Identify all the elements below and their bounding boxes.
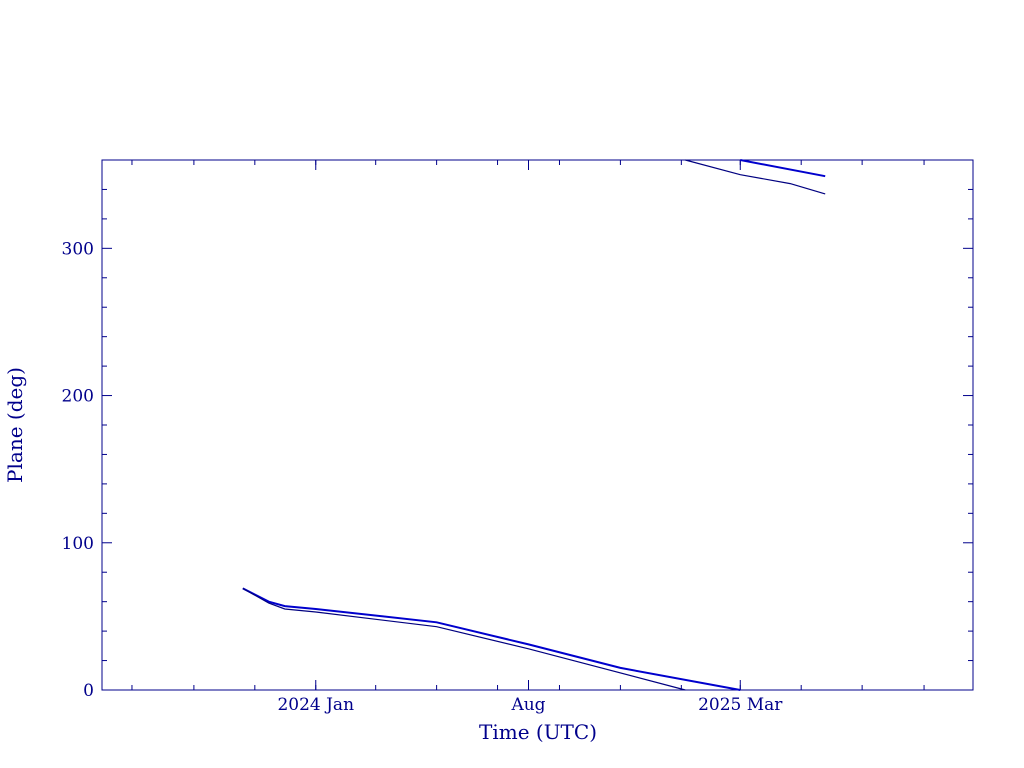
plot-frame [101,159,974,691]
x-tick-label: Aug [510,695,545,715]
series-2-line [685,159,826,195]
series-2-line [242,587,686,691]
series-layer [242,159,826,691]
y-axis-label: Plane (deg) [3,367,27,483]
series-1-line [740,159,826,178]
y-tick-label: 0 [83,681,94,701]
series-1-line [242,587,741,691]
x-tick-label: 2024 Jan [277,695,354,715]
y-tick-label: 100 [62,534,94,554]
x-axis-label: Time (UTC) [479,720,597,744]
x-tick-label: 2025 Mar [698,695,783,715]
y-tick-label: 300 [62,239,94,259]
ticks [102,159,973,691]
y-tick-label: 200 [62,387,94,407]
tick-labels: 0 100 200 300 2024 Jan Aug 2025 Mar [62,239,784,715]
